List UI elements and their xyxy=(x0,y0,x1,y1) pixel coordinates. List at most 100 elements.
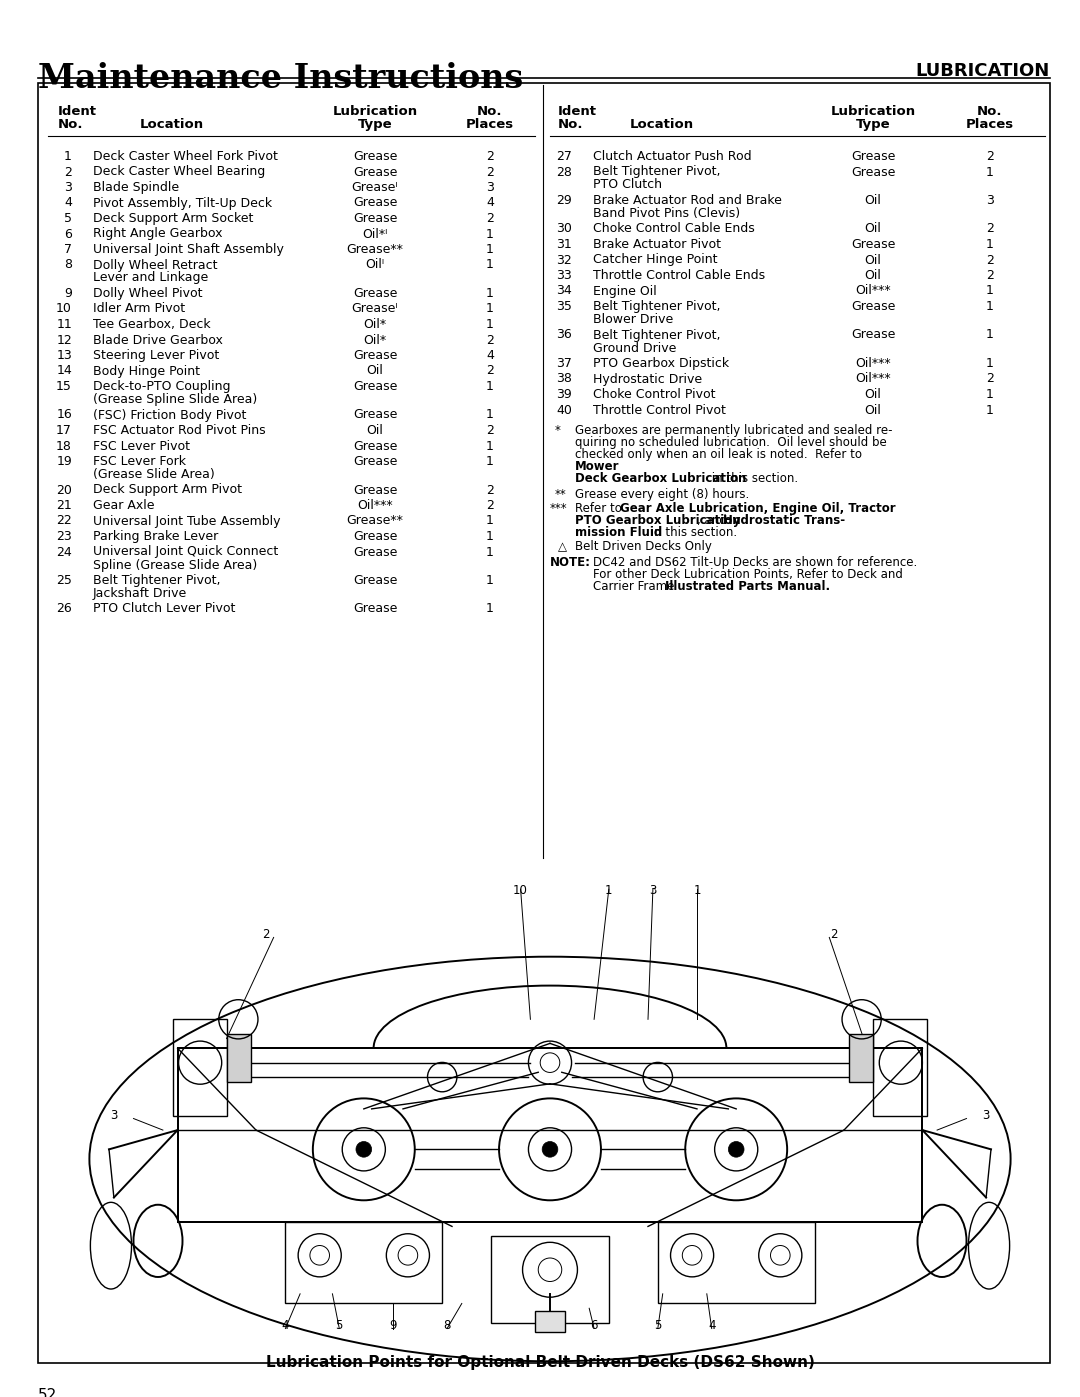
Text: Belt Tightener Pivot,: Belt Tightener Pivot, xyxy=(593,165,720,179)
Text: Grease: Grease xyxy=(353,574,397,587)
Text: Band Pivot Pins (Clevis): Band Pivot Pins (Clevis) xyxy=(593,207,740,219)
Text: 28: 28 xyxy=(556,165,572,179)
Text: 3: 3 xyxy=(986,194,994,207)
Text: Grease: Grease xyxy=(353,380,397,393)
Text: 2: 2 xyxy=(986,149,994,163)
Text: Grease: Grease xyxy=(353,149,397,163)
Text: 1: 1 xyxy=(986,285,994,298)
Text: Brake Actuator Pivot: Brake Actuator Pivot xyxy=(593,237,721,251)
Text: Throttle Control Cable Ends: Throttle Control Cable Ends xyxy=(593,270,765,282)
Text: 1: 1 xyxy=(605,884,612,897)
Text: 1: 1 xyxy=(486,380,494,393)
Text: Carrier Frame: Carrier Frame xyxy=(593,580,678,592)
Text: Grease: Grease xyxy=(353,483,397,496)
Text: 38: 38 xyxy=(556,373,572,386)
Text: 4: 4 xyxy=(708,1319,715,1333)
Text: 52: 52 xyxy=(38,1389,57,1397)
Text: FSC Lever Pivot: FSC Lever Pivot xyxy=(93,440,190,453)
Text: in this section.: in this section. xyxy=(708,472,798,485)
Text: 1: 1 xyxy=(486,303,494,316)
Text: Oil***: Oil*** xyxy=(855,285,891,298)
Bar xyxy=(491,1236,609,1323)
Text: Oil*: Oil* xyxy=(364,334,387,346)
Text: Pivot Assembly, Tilt-Up Deck: Pivot Assembly, Tilt-Up Deck xyxy=(93,197,272,210)
Text: Choke Control Pivot: Choke Control Pivot xyxy=(593,388,715,401)
Text: Grease**: Grease** xyxy=(347,243,404,256)
Text: 2: 2 xyxy=(986,373,994,386)
Text: Oil: Oil xyxy=(865,222,881,236)
Text: 4: 4 xyxy=(282,1319,289,1333)
Text: 1: 1 xyxy=(986,300,994,313)
Text: 9: 9 xyxy=(390,1319,397,1333)
Text: ***: *** xyxy=(550,502,568,515)
Text: Grease: Grease xyxy=(353,545,397,559)
Text: FSC Lever Fork: FSC Lever Fork xyxy=(93,455,186,468)
Text: △: △ xyxy=(558,541,567,553)
Text: 1: 1 xyxy=(486,258,494,271)
Text: Body Hinge Point: Body Hinge Point xyxy=(93,365,200,377)
Text: Oil: Oil xyxy=(366,425,383,437)
Text: Belt Driven Decks Only: Belt Driven Decks Only xyxy=(575,541,712,553)
Text: Right Angle Gearbox: Right Angle Gearbox xyxy=(93,228,222,240)
Text: Grease: Grease xyxy=(851,165,895,179)
Text: Places: Places xyxy=(966,117,1014,131)
Text: 1: 1 xyxy=(986,358,994,370)
Text: 10: 10 xyxy=(513,884,528,897)
Text: Blade Drive Gearbox: Blade Drive Gearbox xyxy=(93,334,222,346)
Text: Lubrication Points for Optional Belt Driven Decks (DS62 Shown): Lubrication Points for Optional Belt Dri… xyxy=(266,1355,814,1370)
Text: 34: 34 xyxy=(556,285,572,298)
Text: Universal Joint Quick Connect: Universal Joint Quick Connect xyxy=(93,545,279,559)
Text: in this section.: in this section. xyxy=(647,527,738,539)
Text: 3: 3 xyxy=(649,884,657,897)
Text: **: ** xyxy=(555,488,567,502)
Text: 4: 4 xyxy=(64,197,72,210)
Text: (Grease Slide Area): (Grease Slide Area) xyxy=(93,468,215,481)
Bar xyxy=(874,1020,928,1116)
Text: 17: 17 xyxy=(56,425,72,437)
Text: Deck Caster Wheel Bearing: Deck Caster Wheel Bearing xyxy=(93,165,266,179)
Text: Belt Tightener Pivot,: Belt Tightener Pivot, xyxy=(593,300,720,313)
Text: Deck Caster Wheel Fork Pivot: Deck Caster Wheel Fork Pivot xyxy=(93,149,278,163)
Text: 1: 1 xyxy=(693,884,701,897)
Text: 37: 37 xyxy=(556,358,572,370)
Text: Idler Arm Pivot: Idler Arm Pivot xyxy=(93,303,185,316)
Text: 14: 14 xyxy=(56,365,72,377)
Text: Grease: Grease xyxy=(353,529,397,543)
Text: Throttle Control Pivot: Throttle Control Pivot xyxy=(593,404,726,416)
Text: Refer to: Refer to xyxy=(575,502,625,515)
Text: 9: 9 xyxy=(64,286,72,300)
Text: 1: 1 xyxy=(486,228,494,240)
Text: 3: 3 xyxy=(64,182,72,194)
Text: Grease every eight (8) hours.: Grease every eight (8) hours. xyxy=(575,488,750,502)
Text: 1: 1 xyxy=(486,243,494,256)
Text: 1: 1 xyxy=(986,237,994,251)
Text: Deck Gearbox Lubrication: Deck Gearbox Lubrication xyxy=(575,472,746,485)
Text: Choke Control Cable Ends: Choke Control Cable Ends xyxy=(593,222,755,236)
Text: *: * xyxy=(555,425,561,437)
Bar xyxy=(227,1034,252,1081)
Text: Oilᴵ: Oilᴵ xyxy=(365,258,384,271)
Text: Grease: Grease xyxy=(851,237,895,251)
Text: Location: Location xyxy=(140,117,204,131)
Text: 32: 32 xyxy=(556,253,572,267)
Text: Grease: Grease xyxy=(353,602,397,616)
Text: 3: 3 xyxy=(486,182,494,194)
Text: checked only when an oil leak is noted.  Refer to: checked only when an oil leak is noted. … xyxy=(575,448,866,461)
Text: 1: 1 xyxy=(486,455,494,468)
Text: 22: 22 xyxy=(56,514,72,528)
Text: 1: 1 xyxy=(986,388,994,401)
Text: 1: 1 xyxy=(486,440,494,453)
Text: 4: 4 xyxy=(486,197,494,210)
Text: 2: 2 xyxy=(986,270,994,282)
Text: 2: 2 xyxy=(486,365,494,377)
Text: Places: Places xyxy=(465,117,514,131)
Text: Gear Axle: Gear Axle xyxy=(93,499,154,511)
Text: 6: 6 xyxy=(64,228,72,240)
Text: 7: 7 xyxy=(537,1319,544,1333)
Text: 2: 2 xyxy=(486,334,494,346)
Text: 15: 15 xyxy=(56,380,72,393)
Text: DC42 and DS62 Tilt-Up Decks are shown for reference.: DC42 and DS62 Tilt-Up Decks are shown fo… xyxy=(593,556,917,569)
Text: 3: 3 xyxy=(110,1109,118,1122)
Text: 21: 21 xyxy=(56,499,72,511)
Text: FSC Actuator Rod Pivot Pins: FSC Actuator Rod Pivot Pins xyxy=(93,425,266,437)
